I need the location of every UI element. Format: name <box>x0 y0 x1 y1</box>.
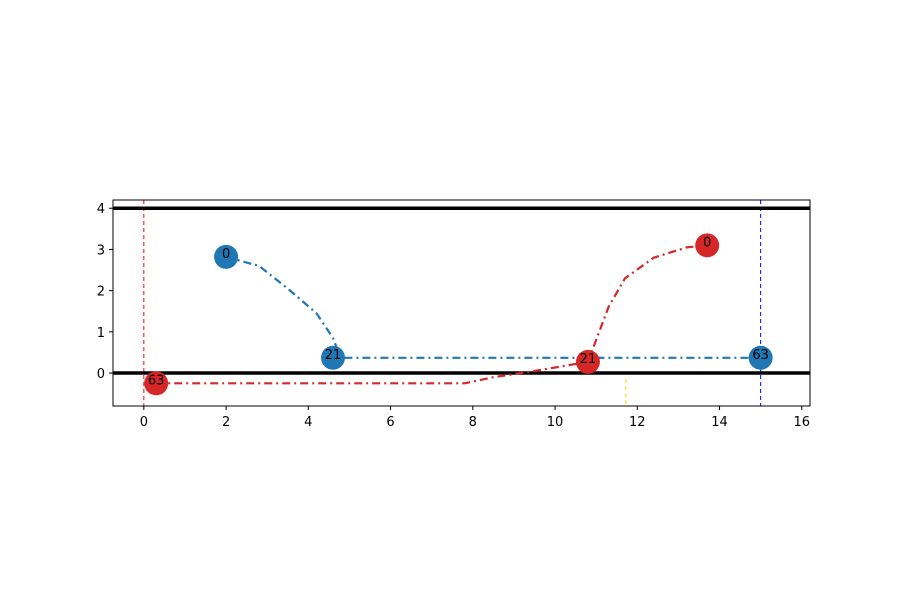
series-1-marker-0 <box>144 371 169 396</box>
x-tick-label-4: 8 <box>469 415 477 430</box>
x-tick-label-8: 16 <box>794 415 811 430</box>
series-0-marker-label-1: 21 <box>325 348 342 363</box>
x-tick-label-2: 4 <box>304 415 312 430</box>
x-tick-label-5: 10 <box>547 415 564 430</box>
y-tick-label-3: 3 <box>97 243 105 258</box>
y-tick-label-2: 2 <box>97 285 105 300</box>
markers: 0 21 63 63 21 0 <box>144 233 773 396</box>
series-1-marker-2 <box>695 233 720 258</box>
x-tick-label-7: 14 <box>711 415 728 430</box>
x-tick-label-3: 6 <box>386 415 394 430</box>
x-tick-label-6: 12 <box>629 415 646 430</box>
series-1-marker-label-1: 21 <box>580 352 597 367</box>
series-0-marker-label-0: 0 <box>222 247 230 262</box>
y-tick-label-1: 1 <box>97 326 105 341</box>
x-tick-label-1: 2 <box>222 415 230 430</box>
series-0-marker-1 <box>320 345 345 370</box>
series-1-marker-label-2: 0 <box>703 235 711 250</box>
series-1-marker-label-0: 63 <box>148 373 165 388</box>
series-1-marker-1 <box>575 349 600 374</box>
y-tick-label-0: 0 <box>97 367 105 382</box>
series-line-1 <box>156 244 708 385</box>
x-tick-label-0: 0 <box>140 415 148 430</box>
series-0-marker-2 <box>748 345 773 370</box>
series-0-marker-0 <box>214 244 239 269</box>
series-0-marker-label-2: 63 <box>752 348 769 363</box>
y-tick-label-4: 4 <box>97 202 105 217</box>
plot-frame <box>112 199 811 407</box>
